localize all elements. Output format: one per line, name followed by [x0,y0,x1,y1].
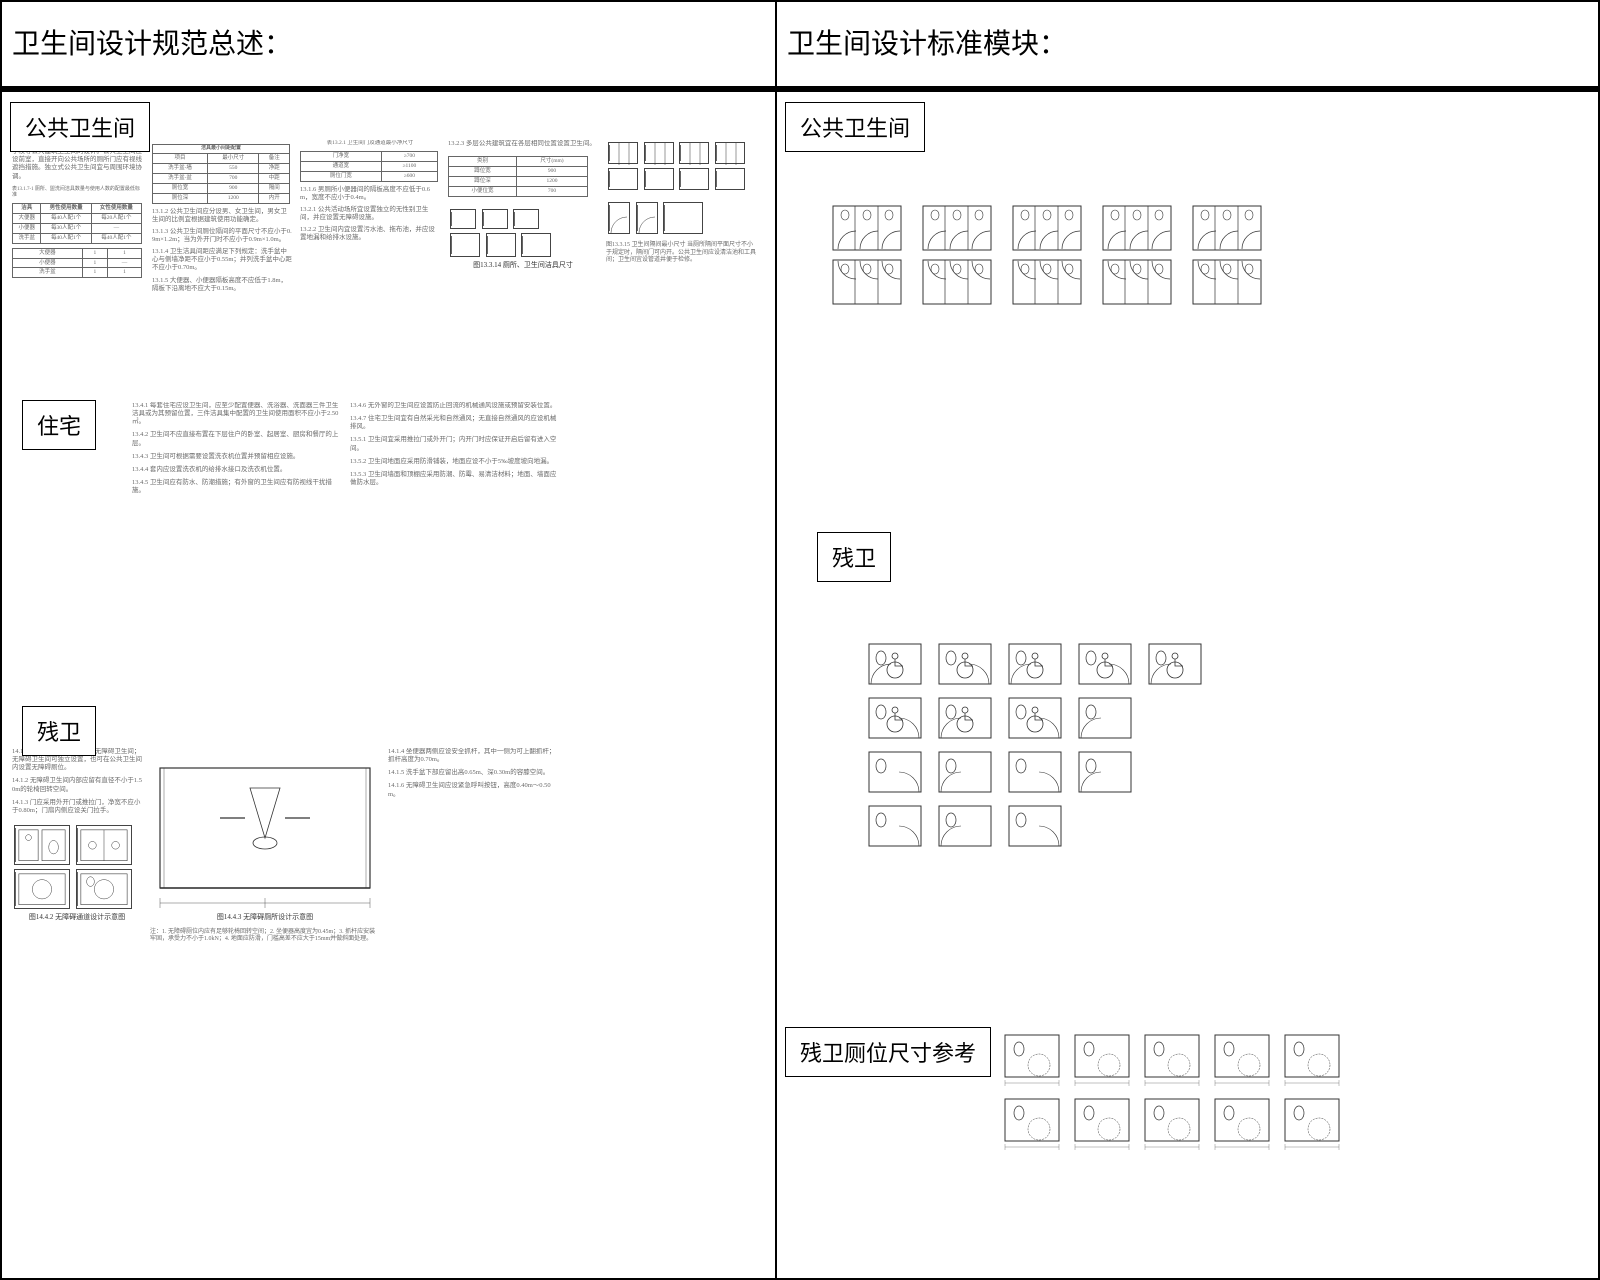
accessible-content: 14.1.1 公共建筑应按规定设置无障碍卫生间；无障碍卫生间可独立设置，也可在公… [12,748,572,1258]
dim-plan [1071,1095,1133,1150]
acc-para6: 14.1.6 无障碍卫生间应设紧急呼叫按钮，高度0.40m～0.50m。 [388,782,558,798]
public-para5: 13.1.5 大便器、小便器隔板高度不应低于1.8m，隔板下沿离地不应大于0.1… [152,277,292,293]
dim-plan [1281,1095,1343,1150]
res-para4: 13.4.4 套内应设置洗衣机的给排水接口及洗衣机位置。 [132,466,342,474]
accessible-plan [1077,750,1133,794]
table1-caption: 表13.1.7-1 厕所、盥洗间洁具数量与使用人数的配置最低标准 [12,187,144,200]
stall-plan [1102,259,1172,305]
accessible-plan [1007,642,1063,686]
page-frame: 卫生间设计规范总述： 卫生间设计标准模块： 公共卫生间 13.1.1 本章适用于… [0,0,1600,1280]
label-accessible-left: 残卫 [22,706,96,756]
dim-plan [1001,1031,1063,1086]
stall-plan [1012,205,1082,251]
public-table2: 大便器11 小便器1— 洗手盆11 [12,248,142,279]
public-para4: 13.1.4 卫生洁具间距应满足下列规定：洗手盆中心与侧墙净距不应小于0.55m… [152,248,292,272]
label-accessible-right: 残卫 [817,532,891,582]
res-para6: 13.4.6 无外窗的卫生间应设置防止回流的机械通风设施或预留安装位置。 [350,402,560,410]
acc-para5: 14.1.5 洗手盆下部应留出高0.65m、深0.30m的容膝空间。 [388,769,558,777]
public-table5: 类别尺寸(mm) 蹲位宽900 蹲位深1200 小便位宽700 [448,156,588,197]
res-para1: 13.4.1 每套住宅应设卫生间，应至少配置便器、洗浴器、洗面器三件卫生洁具或为… [132,402,342,426]
public-door-plans [606,200,756,236]
stall-plan [922,205,992,251]
label-residential: 住宅 [22,400,96,450]
dim-plan [1211,1095,1273,1150]
dim-plan [1211,1031,1273,1086]
public-mini-plans [448,207,598,259]
accessible-plan [1007,750,1063,794]
dim-plan [1001,1095,1063,1150]
accessible-plan [1077,642,1133,686]
dim-plan [1281,1031,1343,1086]
header-left-cell: 卫生间设计规范总述： [2,2,777,86]
left-column: 公共卫生间 13.1.1 本章适用于办公、商业、旅馆、医疗、学校等公共建筑卫生间… [2,92,777,1278]
label-public-left: 公共卫生间 [10,102,150,152]
accessible-plan [1007,804,1063,848]
accessible-plan [867,642,923,686]
accessible-plan [937,750,993,794]
header-right-cell: 卫生间设计标准模块： [777,2,1598,86]
res-para10: 13.5.3 卫生间墙面和顶棚应采用防潮、防霉、易清洁材料；地面、墙面应做防水层… [350,471,560,487]
stall-plan [1192,205,1262,251]
accessible-plan [937,696,993,740]
label-public-right: 公共卫生间 [785,102,925,152]
accessible-plan [867,750,923,794]
dims-grid [997,1027,1557,1155]
res-para2: 13.4.2 卫生间不应直接布置在下层住户的卧室、起居室、厨房和餐厅的上层。 [132,431,342,447]
accessible-plan [1147,642,1203,686]
res-para5: 13.4.5 卫生间应有防水、防潮措施；有外窗的卫生间应有防视线干扰措施。 [132,479,342,495]
accessible-plan [937,804,993,848]
public-grid-plans [606,140,756,192]
stall-plan [1012,259,1082,305]
acc-fig1-caption: 图14.4.3 无障碍厕所设计示意图 [150,913,380,922]
header-left-title: 卫生间设计规范总述： [12,22,775,62]
label-dims: 残卫厕位尺寸参考 [785,1027,991,1077]
header-row: 卫生间设计规范总述： 卫生间设计标准模块： [2,2,1598,92]
acc-para2: 14.1.2 无障碍卫生间内部应留有直径不小于1.50m的轮椅回转空间。 [12,777,142,793]
res-para9: 13.5.2 卫生间地面应采用防滑铺装，地面应设不小于5‰坡度坡向地漏。 [350,458,560,466]
residential-content: 13.4.1 每套住宅应设卫生间，应至少配置便器、洗浴器、洗面器三件卫生洁具或为… [132,402,572,702]
res-para8: 13.5.1 卫生间宜采用推拉门或外开门；内开门时应保证开启后留有进入空间。 [350,436,560,452]
accessible-plan [937,642,993,686]
public-para2: 13.1.2 公共卫生间应分设男、女卫生间，男女卫生间的比例宜根据建筑使用功能确… [152,208,292,224]
stall-plan [922,259,992,305]
res-para3: 13.4.3 卫生间可根据需要设置洗衣机位置并预留相应设施。 [132,453,342,461]
acc-fig2-caption: 图14.4.2 无障碍通道设计示意图 [12,913,142,922]
right-column: 公共卫生间 [777,92,1598,1278]
res-para7: 13.4.7 住宅卫生间宜有自然采光和自然通风；无直接自然通风的应设机械排风。 [350,415,560,431]
public-fig-caption: 图13.3.14 厕所、卫生间洁具尺寸 [448,261,598,270]
accessible-section-drawing [150,748,380,908]
public-table1: 洁具男性使用数量女性使用数量 大便器每40人配1个每20人配1个 小便器每30人… [12,203,142,244]
dim-plan [1071,1031,1133,1086]
public-table4: 门净宽≥700 通道宽≥1100 厕位门宽≥600 [300,151,438,182]
public-table3: 洁具最小间距配置 项目最小尺寸备注 洗手盆-墙550净距 洗手盆-盆700中距 … [152,144,290,204]
acc-para3: 14.1.3 门应采用外开门或推拉门，净宽不应小于0.80m；门扇内侧应设关门拉… [12,799,142,815]
public-para3: 13.1.3 公共卫生间厕位隔间的平面尺寸不应小于0.9m×1.2m；当为外开门… [152,228,292,244]
accessible-module-grid [867,632,1447,858]
accessible-plan [867,696,923,740]
public-para7: 13.2.1 公共活动场所宜设置独立的无性别卫生间，并应设置无障碍设施。 [300,206,440,222]
header-right-title: 卫生间设计标准模块： [787,22,1598,62]
stall-plan [832,259,902,305]
accessible-plan [867,804,923,848]
acc-para4: 14.1.4 坐便器两侧应设安全抓杆，其中一侧为可上翻抓杆；抓杆高度为0.70m… [388,748,558,764]
dim-plan [1141,1095,1203,1150]
accessible-plan [1077,696,1133,740]
public-content: 13.1.1 本章适用于办公、商业、旅馆、医疗、学校等公共建筑卫生间的设计。公共… [12,140,772,398]
stall-plan [1192,259,1262,305]
stall-plan [1102,205,1172,251]
public-para9: 13.2.3 多层公共建筑宜在各层相同位置设置卫生间。 [448,140,598,148]
accessible-plan [1007,696,1063,740]
public-para8: 13.2.2 卫生间内宜设置污水池、拖布池，并应设置地漏和给排水设施。 [300,226,440,242]
dim-plan [1141,1031,1203,1086]
public-module-grid [832,197,1582,313]
public-para6: 13.1.6 男厕所小便器间的隔板高度不应低于0.6m，宽度不应小于0.4m。 [300,186,440,202]
body-row: 公共卫生间 13.1.1 本章适用于办公、商业、旅馆、医疗、学校等公共建筑卫生间… [2,92,1598,1278]
stall-plan [832,205,902,251]
